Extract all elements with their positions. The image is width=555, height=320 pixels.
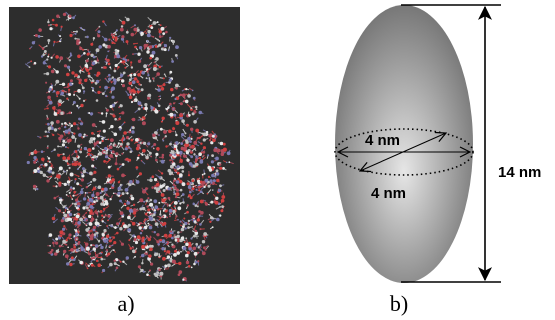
ellipsoid-body <box>335 5 473 283</box>
panel-a: a) <box>9 7 240 316</box>
equator-dotted-ellipse <box>334 128 474 176</box>
diagonal-diameter-arrow <box>360 133 446 171</box>
panel-b: 4 nm 4 nm 14 nm b) <box>334 4 541 316</box>
height-label: 14 nm <box>498 164 541 181</box>
panel-a-caption: a) <box>117 291 134 316</box>
diameter-label-bottom: 4 nm <box>371 185 406 202</box>
molecule-structure-image <box>24 11 234 282</box>
diameter-label-top: 4 nm <box>365 132 400 149</box>
panel-b-caption: b) <box>390 291 408 316</box>
